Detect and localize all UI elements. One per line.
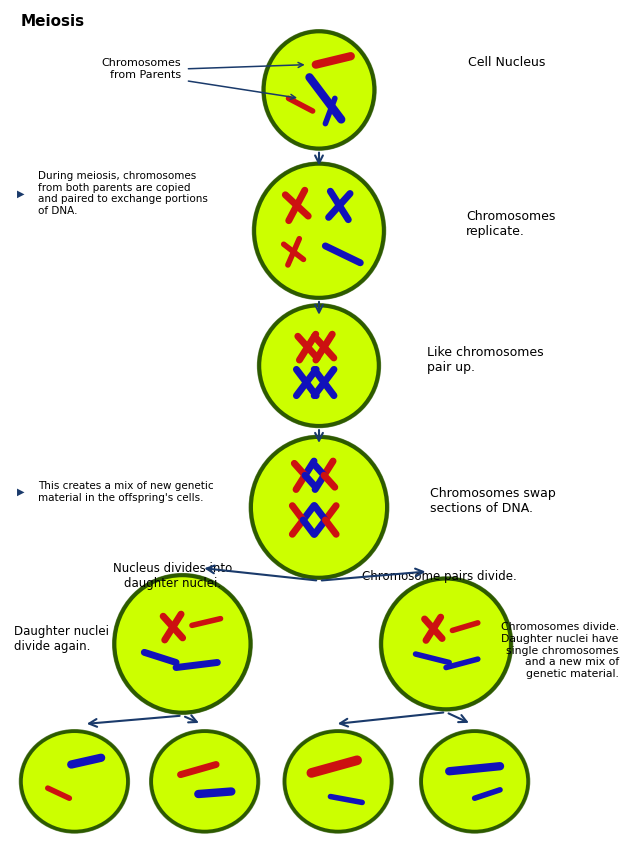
Text: Chromosome pairs divide.: Chromosome pairs divide. <box>362 570 517 583</box>
Ellipse shape <box>265 33 373 147</box>
Ellipse shape <box>383 580 510 708</box>
Text: Nucleus divides into
daughter nuclei.: Nucleus divides into daughter nuclei. <box>114 563 232 591</box>
Text: Chromosomes
replicate.: Chromosomes replicate. <box>466 210 556 238</box>
Text: Chromosomes
from Parents: Chromosomes from Parents <box>101 58 181 80</box>
Text: Like chromosomes
pair up.: Like chromosomes pair up. <box>427 346 544 374</box>
Ellipse shape <box>22 733 126 830</box>
Text: ▶: ▶ <box>17 487 25 497</box>
Text: Chromosomes swap
sections of DNA.: Chromosomes swap sections of DNA. <box>430 486 556 514</box>
Ellipse shape <box>115 576 249 711</box>
Text: This creates a mix of new genetic
material in the offspring's cells.: This creates a mix of new genetic materi… <box>38 481 214 503</box>
Ellipse shape <box>152 733 256 830</box>
Text: Cell Nucleus: Cell Nucleus <box>468 56 545 69</box>
Text: Daughter nuclei
divide again.: Daughter nuclei divide again. <box>14 625 109 653</box>
Text: ▶: ▶ <box>17 189 25 199</box>
Text: Chromosomes divide.
Daughter nuclei have
single chromosomes
and a new mix of
gen: Chromosomes divide. Daughter nuclei have… <box>501 623 619 678</box>
Ellipse shape <box>286 733 390 830</box>
Text: During meiosis, chromosomes
from both parents are copied
and paired to exchange : During meiosis, chromosomes from both pa… <box>38 171 208 216</box>
Text: Meiosis: Meiosis <box>20 14 85 29</box>
Ellipse shape <box>422 733 527 830</box>
Ellipse shape <box>260 306 378 425</box>
Ellipse shape <box>252 438 386 576</box>
Ellipse shape <box>255 165 383 296</box>
